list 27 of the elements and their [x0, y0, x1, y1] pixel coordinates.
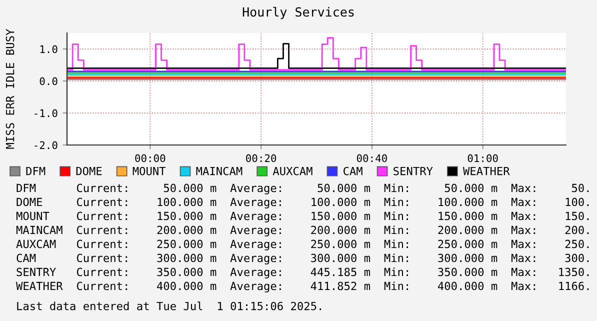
text: DOME Current: 100.000 m Average: 100.000 m Min: 100.000 m Max: 100.	[16, 198, 589, 208]
legend-label: DFM	[26, 166, 46, 176]
text: SENTRY Current: 350.000 m Average: 445.185 m Min: 350.000 m Max: 1350.	[16, 268, 589, 278]
y-axis-title: MISS ERR IDLE BUSY	[6, 28, 14, 149]
text: WEATHER Current: 400.000 m Average: 411.852 m Min: 400.000 m Max: 1166.	[16, 282, 589, 292]
text: CAM Current: 300.000 m Average: 300.000 m Min: 300.000 m Max: 300.	[16, 254, 589, 264]
y-tick-label: -2.0	[34, 141, 58, 150]
text: MAINCAM Current: 200.000 m Average: 200.000 m Min: 200.000 m Max: 200.	[16, 226, 589, 236]
chart-title: Hourly Services	[242, 6, 354, 20]
y-tick-label: 0.0	[40, 77, 58, 86]
legend-label: MOUNT	[132, 166, 166, 176]
legend-label: DOME	[76, 166, 102, 176]
text: AUXCAM Current: 250.000 m Average: 250.000 m Min: 250.000 m Max: 250.	[16, 240, 589, 250]
x-tick-label: 00:40	[356, 154, 387, 162]
x-tick-label: 01:00	[468, 154, 498, 162]
y-tick-label: 1.0	[40, 45, 58, 54]
y-tick-label: -1.0	[34, 109, 58, 118]
legend-label: AUXCAM	[272, 166, 312, 176]
x-tick-label: 00:00	[135, 154, 166, 162]
legend-label: CAM	[344, 166, 362, 176]
legend-label: SENTRY	[394, 166, 433, 176]
text: DFM Current: 50.000 m Average: 50.000 m Min: 50.000 m Max: 50.	[16, 184, 589, 194]
legend-label: MAINCAM	[196, 166, 242, 176]
text: MOUNT Current: 150.000 m Average: 150.000 m Min: 150.000 m Max: 150.	[16, 212, 589, 222]
x-tick-label: 00:20	[246, 154, 276, 162]
legend-label: WEATHER	[462, 166, 510, 176]
text: Last data entered at Tue Jul 1 01:15:06 2025.	[17, 302, 322, 310]
